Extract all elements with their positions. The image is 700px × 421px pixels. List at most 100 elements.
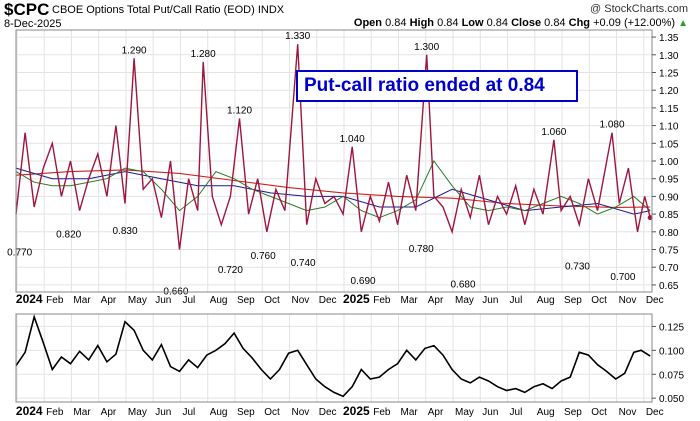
- top-y-tick-label: 1.35: [659, 33, 679, 44]
- high-label: High: [409, 17, 435, 29]
- top-x-tick-label: 2025: [343, 292, 370, 306]
- bottom-y-tick-label: 0.100: [659, 346, 684, 357]
- ohlc-readout: Open 0.84 High 0.84 Low 0.84 Close 0.84 …: [354, 17, 688, 29]
- top-x-tick-label: Dec: [646, 295, 664, 306]
- bottom-x-tick-label: May: [128, 407, 147, 418]
- bottom-x-tick-label: Oct: [264, 407, 280, 418]
- description-text: CBOE Options Total Put/Call Ratio (EOD): [52, 4, 255, 16]
- top-x-tick-label: 2024: [16, 292, 43, 306]
- bottom-x-tick-label: Sep: [564, 407, 582, 418]
- bottom-y-tick-label: 0.075: [659, 370, 684, 381]
- top-x-tick-label: Aug: [210, 295, 228, 306]
- bottom-x-tick-label: Aug: [210, 407, 228, 418]
- chg-value: +0.09 (+12.00%): [593, 17, 676, 29]
- top-x-tick-label: Apr: [428, 295, 444, 306]
- symbol-description: CBOE Options Total Put/Call Ratio (EOD) …: [52, 4, 284, 16]
- bottom-x-tick-label: Feb: [373, 407, 391, 418]
- open-label: Open: [353, 17, 383, 29]
- top-x-tick-label: Nov: [291, 295, 309, 306]
- top-y-tick-label: 0.90: [659, 192, 679, 203]
- top-y-tick-label: 0.80: [659, 228, 679, 239]
- bottom-y-tick-label: 0.050: [659, 394, 684, 405]
- bottom-y-tick-label: 0.125: [659, 322, 684, 333]
- top-x-tick-label: Jul: [182, 295, 195, 306]
- bottom-x-tick-label: Apr: [428, 407, 444, 418]
- top-y-tick-label: 1.00: [659, 157, 679, 168]
- exchange-text: INDX: [257, 4, 285, 16]
- top-x-tick-label: Aug: [537, 295, 555, 306]
- top-x-tick-label: Jun: [482, 295, 498, 306]
- bottom-x-tick-label: Aug: [537, 407, 555, 418]
- peak-label: 1.330: [285, 31, 310, 42]
- chart-date: 8-Dec-2025: [4, 18, 62, 30]
- bottom-x-tick-label: Apr: [101, 407, 117, 418]
- low-label: Low: [461, 17, 484, 29]
- peak-label: 1.290: [122, 45, 147, 56]
- bottom-x-tick-label: Mar: [73, 407, 91, 418]
- close-value: 0.84: [544, 17, 566, 29]
- ma-short-line: [15, 160, 651, 219]
- peak-label: 1.300: [414, 42, 439, 53]
- bottom-x-tick-label: Jul: [182, 407, 195, 418]
- trough-label: 0.740: [291, 258, 316, 269]
- bottom-panel-frame: [15, 313, 653, 403]
- top-y-tick-label: 0.95: [659, 175, 679, 186]
- peak-label: 1.080: [600, 120, 625, 131]
- top-y-tick-label: 0.65: [659, 281, 679, 292]
- bottom-x-tick-label: 2024: [16, 404, 43, 418]
- symbol: $CPC: [4, 0, 50, 19]
- open-value: 0.84: [385, 17, 407, 29]
- trough-label: 0.680: [451, 279, 476, 290]
- peak-label: 1.280: [191, 49, 216, 60]
- bottom-x-tick-label: Sep: [237, 407, 255, 418]
- top-x-tick-label: Jun: [155, 295, 171, 306]
- top-y-tick-label: 0.70: [659, 263, 679, 274]
- bottom-x-tick-label: Jun: [155, 407, 171, 418]
- top-x-tick-label: Dec: [319, 295, 337, 306]
- top-x-tick-label: Feb: [373, 295, 391, 306]
- top-x-tick-label: Jul: [510, 295, 523, 306]
- series-group: [15, 44, 651, 398]
- trough-label: 0.690: [351, 276, 376, 287]
- bottom-x-tick-label: Feb: [46, 407, 64, 418]
- top-x-tick-label: Apr: [101, 295, 117, 306]
- top-x-tick-label: Mar: [73, 295, 91, 306]
- top-x-tick-label: Oct: [591, 295, 607, 306]
- top-y-tick-label: 1.25: [659, 68, 679, 79]
- top-x-tick-label: May: [128, 295, 147, 306]
- top-x-tick-label: Nov: [619, 295, 637, 306]
- up-arrow-icon: ▲: [678, 18, 688, 29]
- bottom-x-tick-label: Nov: [619, 407, 637, 418]
- top-y-tick-label: 1.20: [659, 86, 679, 97]
- trough-label: 0.730: [565, 262, 590, 273]
- last-value-marker: [647, 215, 653, 221]
- lower-indicator-line: [15, 314, 651, 398]
- bottom-x-tick-label: Jun: [482, 407, 498, 418]
- top-y-tick-label: 0.85: [659, 210, 679, 221]
- trough-label: 0.770: [7, 247, 32, 258]
- top-y-tick-label: 0.75: [659, 246, 679, 257]
- bottom-x-tick-label: Dec: [646, 407, 664, 418]
- watermark: @ StockCharts.com: [590, 3, 688, 15]
- bottom-x-tick-label: Nov: [291, 407, 309, 418]
- low-value: 0.84: [486, 17, 509, 29]
- top-y-tick-label: 1.10: [659, 122, 679, 133]
- high-value: 0.84: [437, 17, 459, 29]
- trough-label: 0.780: [409, 244, 434, 255]
- trough-label: 0.830: [113, 226, 138, 237]
- top-y-tick-label: 1.30: [659, 51, 679, 62]
- chg-label: Chg: [568, 17, 591, 29]
- close-label: Close: [511, 17, 542, 29]
- trough-label: 0.720: [218, 265, 243, 276]
- bottom-x-tick-label: Mar: [401, 407, 419, 418]
- peak-label: 1.040: [340, 134, 365, 145]
- price-line: [15, 44, 651, 250]
- bottom-x-tick-label: May: [455, 407, 474, 418]
- annotation-callout: Put-call ratio ended at 0.84: [296, 70, 578, 102]
- top-x-tick-label: May: [455, 295, 474, 306]
- bottom-x-tick-label: Jul: [510, 407, 523, 418]
- grid: [16, 30, 652, 402]
- point-labels: 1.290 1.280 1.120 1.330 1.040 1.300 1.060 1.080…: [7, 31, 653, 297]
- peak-label: 1.060: [541, 127, 566, 138]
